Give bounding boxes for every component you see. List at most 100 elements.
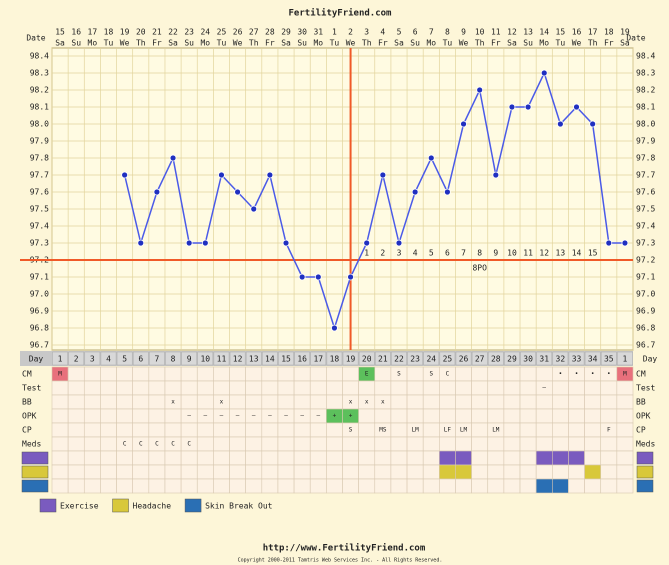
temperature-point — [621, 239, 629, 247]
row-cell — [326, 366, 343, 382]
cell-text: S — [349, 427, 353, 434]
cell-text: x — [381, 399, 385, 406]
dpo-label: 8 — [477, 249, 482, 258]
weekday-label: We — [572, 39, 582, 48]
row-cell — [164, 380, 182, 396]
temperature-point — [331, 324, 338, 332]
legend-label: Headache — [133, 502, 172, 511]
cell-text: C — [187, 441, 191, 448]
cell-text: – — [187, 413, 191, 420]
row-cell — [471, 450, 489, 466]
legend-label: Exercise — [60, 502, 99, 511]
y-tick-label: 96.9 — [636, 307, 655, 316]
row-cell — [342, 380, 359, 396]
day-cell — [116, 351, 133, 366]
temperature-point — [556, 120, 564, 128]
custom-mark — [439, 450, 456, 466]
row-cell — [196, 366, 214, 382]
y-tick-label: 97.0 — [30, 290, 49, 299]
row-cell — [309, 450, 327, 466]
row-cell — [51, 408, 69, 424]
day-number: 12 — [233, 355, 243, 364]
day-number: 2 — [74, 355, 79, 364]
row-cell — [568, 422, 585, 438]
row-cell — [132, 366, 150, 382]
row-cell — [535, 422, 553, 438]
dpo-label: 1 — [364, 249, 369, 258]
temperature-point — [153, 188, 161, 196]
cell-text: • — [607, 371, 611, 378]
row-label: Test — [636, 384, 655, 393]
row-cell — [471, 478, 489, 494]
temperature-point — [121, 171, 129, 179]
row-cell — [245, 450, 263, 466]
row-cell — [196, 478, 214, 494]
weekday-label: Su — [523, 39, 533, 48]
day-cell — [132, 351, 149, 366]
row-cell — [180, 450, 198, 466]
day-number: 21 — [378, 355, 388, 364]
row-cell — [83, 478, 101, 494]
row-cell — [471, 408, 489, 424]
day-number: 7 — [154, 355, 159, 364]
day-number: 8 — [171, 355, 176, 364]
y-tick-label: 96.9 — [30, 307, 49, 316]
row-cell — [309, 478, 327, 494]
y-tick-label: 98.3 — [30, 69, 49, 78]
row-cell — [406, 478, 424, 494]
weekday-label: Th — [588, 39, 598, 48]
date-label: 30 — [297, 28, 307, 37]
weekday-label: Th — [249, 39, 259, 48]
row-icon — [636, 451, 654, 465]
y-tick-label: 98.4 — [30, 52, 49, 61]
day-cell — [52, 351, 68, 366]
day-cell — [358, 351, 375, 366]
temperature-point — [411, 188, 419, 196]
weekday-label: Su — [71, 39, 81, 48]
row-label: CP — [22, 426, 32, 435]
row-cell — [277, 366, 295, 382]
row-cell — [293, 436, 311, 452]
day-number: 34 — [588, 355, 598, 364]
custom-mark — [455, 450, 472, 466]
row-cell — [390, 422, 408, 438]
row-cell — [245, 436, 263, 452]
row-cell — [568, 478, 585, 494]
temperature-point — [524, 103, 532, 111]
row-cell — [83, 380, 101, 396]
row-cell — [100, 394, 117, 410]
row-cell — [600, 450, 618, 466]
custom-mark — [568, 450, 585, 466]
row-cell — [196, 380, 214, 396]
row-cell — [616, 478, 634, 494]
day-cell — [245, 351, 262, 366]
row-cell — [245, 464, 263, 480]
row-label: Meds — [636, 440, 655, 449]
y-tick-label: 97.1 — [636, 273, 655, 282]
row-cell — [277, 436, 295, 452]
row-cell — [67, 380, 85, 396]
row-cell — [51, 422, 69, 438]
custom-mark — [552, 450, 569, 466]
y-tick-label: 97.0 — [636, 290, 655, 299]
row-cell — [83, 394, 101, 410]
row-cell — [422, 408, 440, 424]
date-label: 18 — [604, 28, 614, 37]
temperature-point — [169, 154, 177, 162]
dpo-label: 12 — [539, 249, 549, 258]
cell-text: MS — [379, 427, 387, 434]
row-cell — [67, 464, 85, 480]
row-cell — [584, 394, 602, 410]
row-cell — [503, 436, 521, 452]
legend-swatch — [39, 498, 57, 513]
y-tick-label: 97.4 — [30, 222, 49, 231]
y-tick-label: 97.7 — [636, 171, 655, 180]
row-icon — [21, 479, 49, 493]
cell-text: – — [300, 413, 304, 420]
day-number: 15 — [281, 355, 291, 364]
cell-text: – — [542, 385, 546, 392]
day-cell — [100, 351, 117, 366]
y-tick-label: 97.3 — [636, 239, 655, 248]
day-label: Day — [29, 355, 44, 364]
row-cell — [148, 464, 166, 480]
